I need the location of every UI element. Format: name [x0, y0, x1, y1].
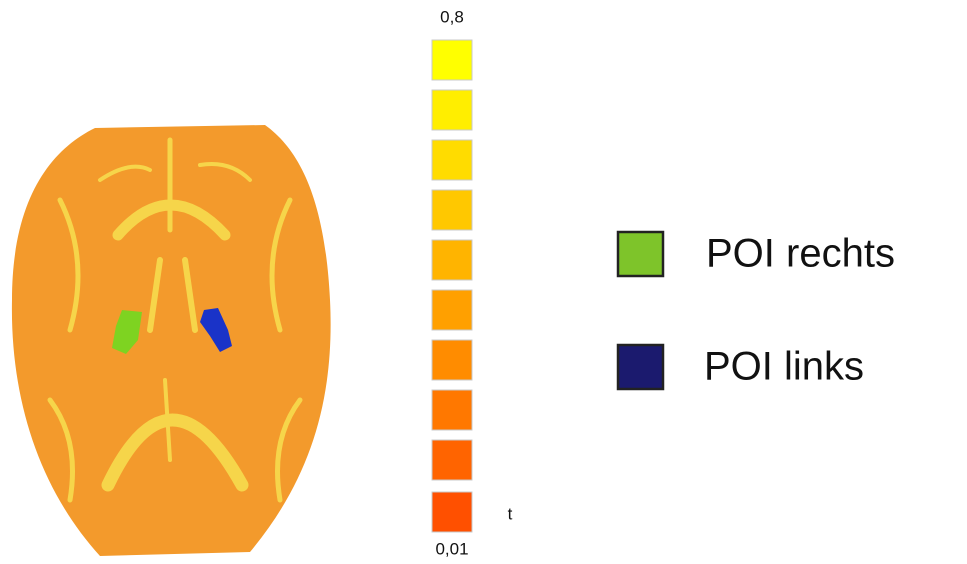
figure: 0,8 t 0,01 POI rechts POI links [0, 0, 967, 564]
colorbar-unit-label: t [508, 504, 513, 523]
colorbar-min-label: 0,01 [435, 539, 468, 558]
colorbar: 0,8 t 0,01 [432, 7, 513, 558]
legend-swatch [618, 232, 663, 276]
colorbar-max-label: 0,8 [440, 7, 464, 26]
legend: POI rechts POI links [618, 232, 895, 389]
brain-scan [12, 125, 331, 556]
legend-label: POI links [704, 345, 864, 389]
legend-label: POI rechts [706, 232, 895, 276]
page: 0,8 t 0,01 POI rechts POI links (() => {… [0, 0, 967, 564]
legend-swatch [618, 345, 663, 389]
